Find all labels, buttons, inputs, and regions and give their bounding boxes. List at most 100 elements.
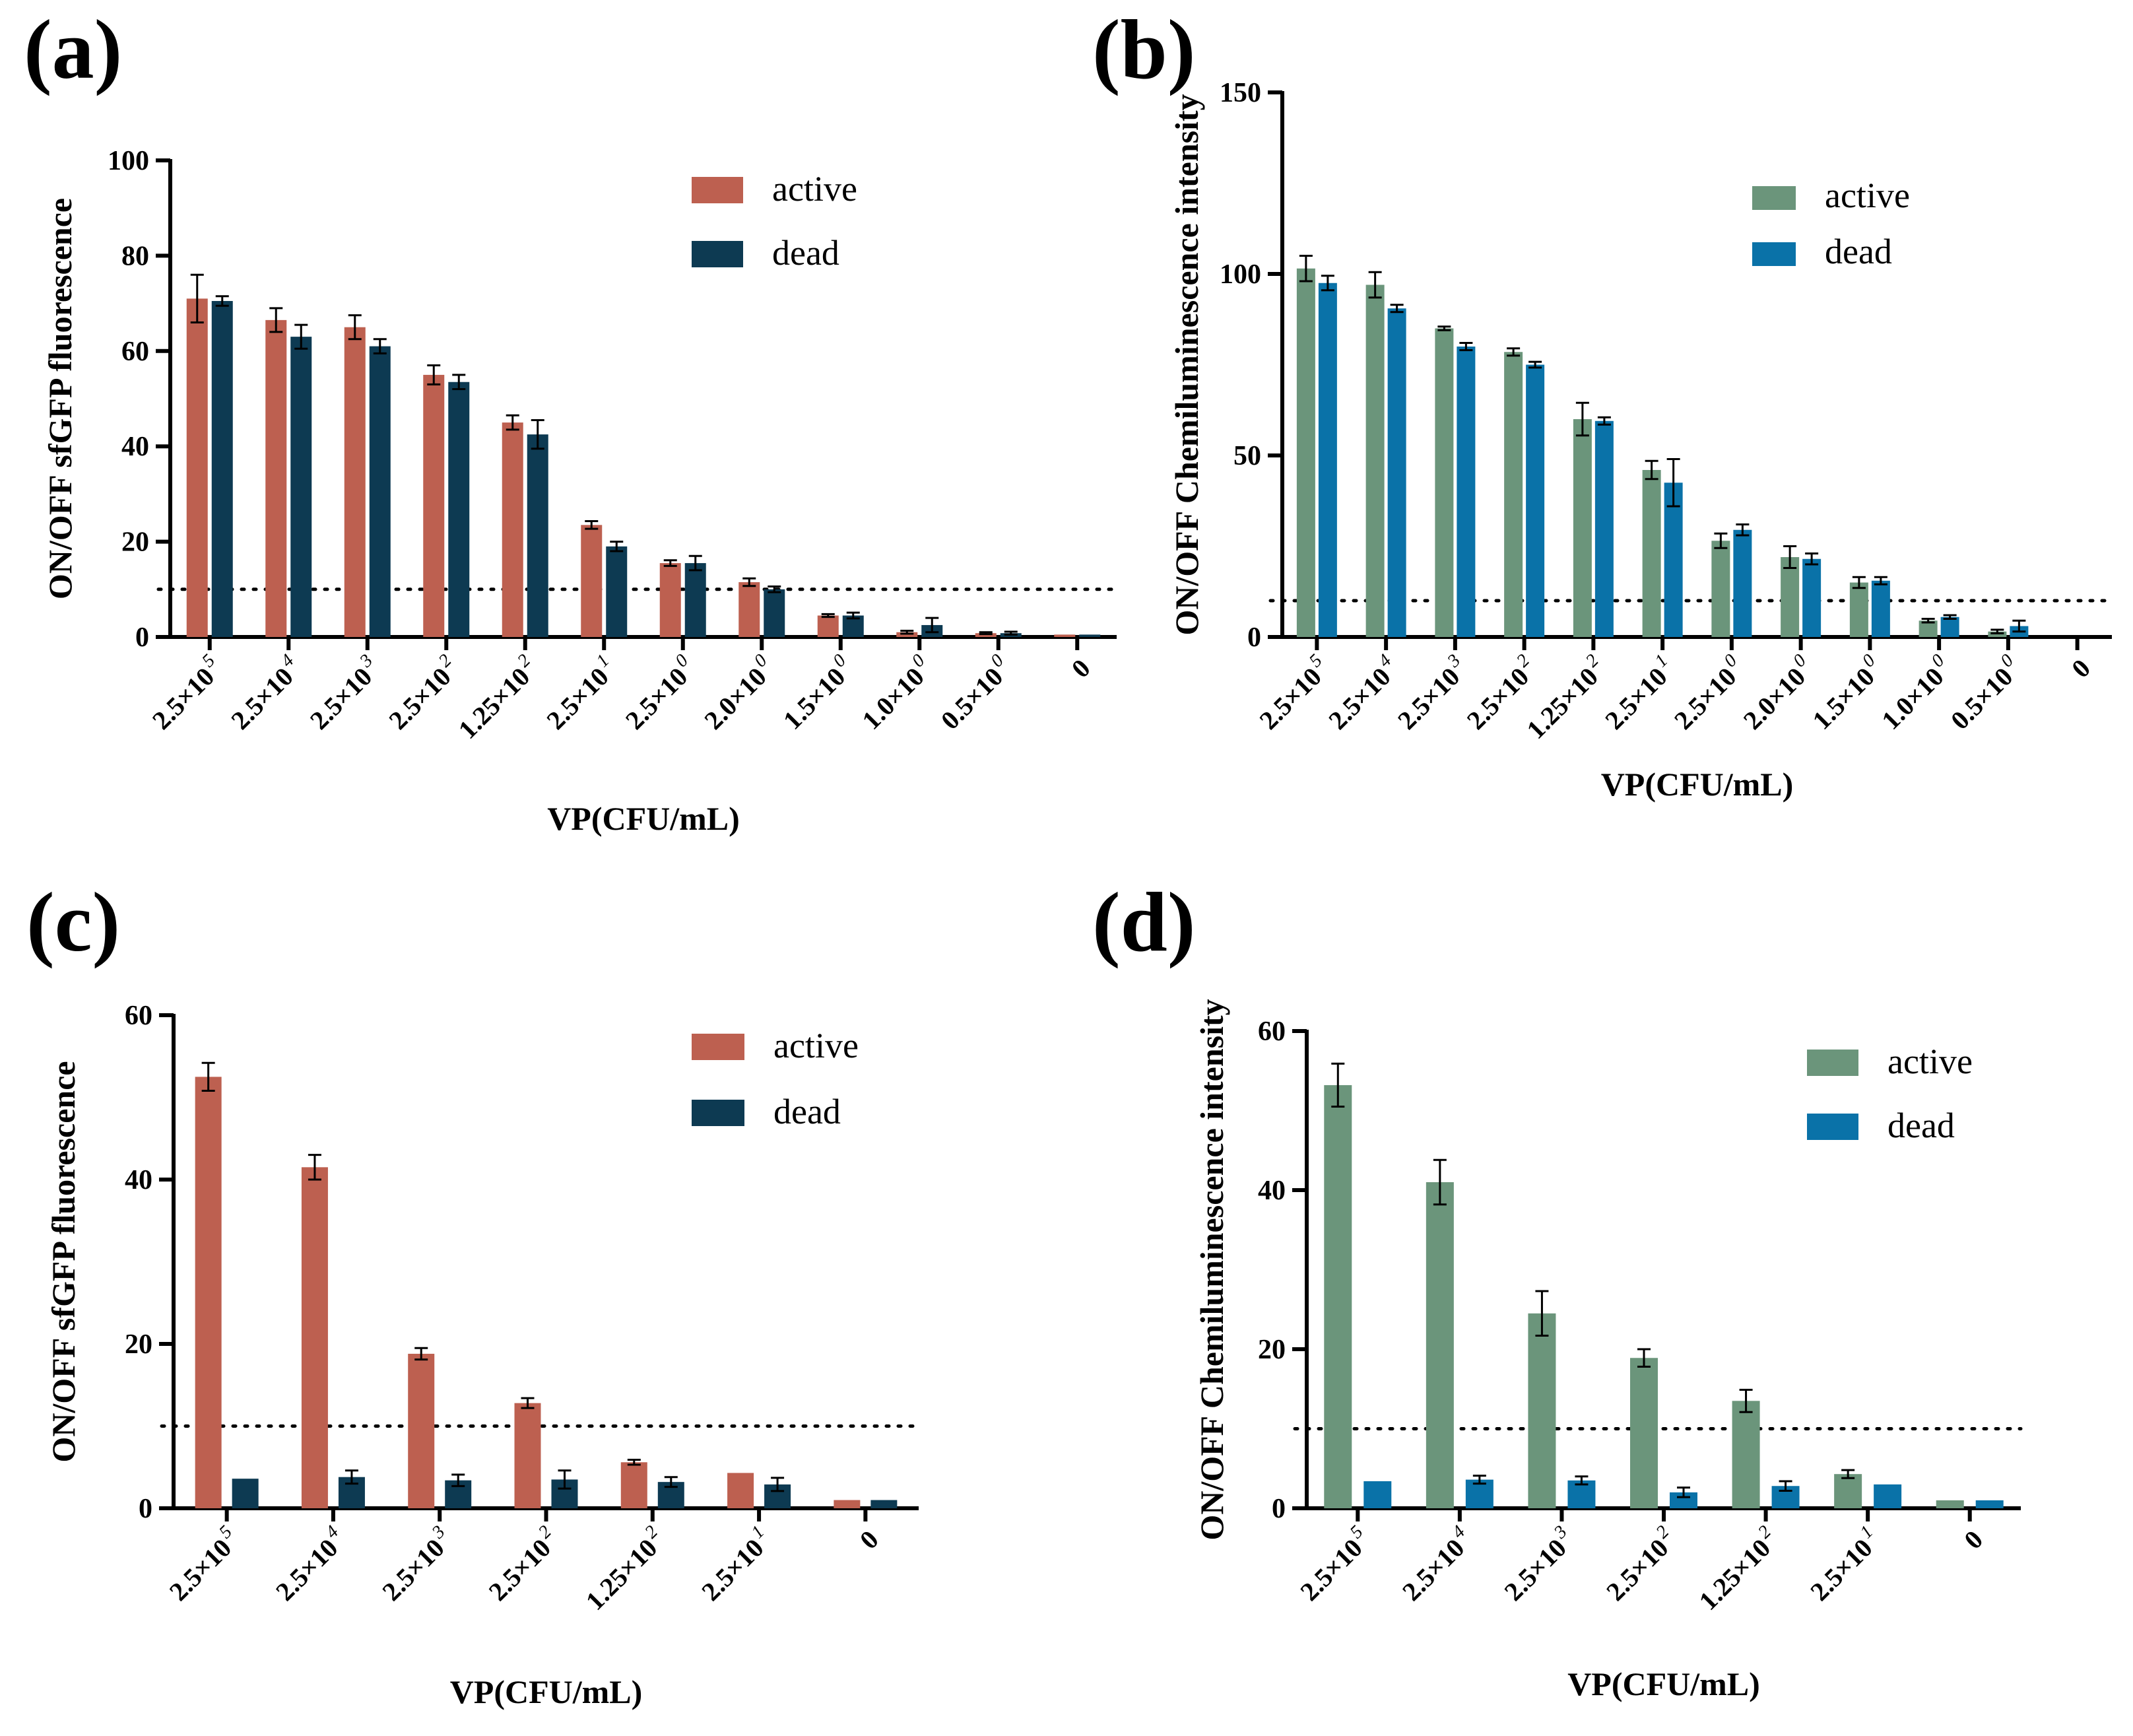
legend-label-dead: dead: [1887, 1106, 1955, 1145]
bar-active-1: [1426, 1182, 1454, 1508]
legend-label-active: active: [1825, 176, 1910, 215]
legend-label-active: active: [773, 1026, 859, 1065]
x-tick-label: 1.25×102: [1690, 1521, 1785, 1616]
legend-swatch-active: [692, 1034, 744, 1060]
bar-dead-5: [1664, 483, 1683, 637]
bar-active-6: [834, 1500, 861, 1508]
x-tick-label: 2.5×100: [1666, 650, 1751, 735]
bar-active-7: [1781, 557, 1800, 637]
bar-active-3: [1630, 1358, 1658, 1508]
y-tick-label: 40: [125, 1165, 152, 1195]
x-tick-label: 1.25×102: [449, 650, 544, 745]
y-tick-label: 150: [1220, 78, 1261, 108]
x-tick-label: 2.5×104: [222, 650, 308, 735]
bar-active-6: [659, 563, 681, 637]
y-tick-label: 100: [108, 146, 149, 176]
x-axis-title: VP(CFU/mL): [547, 800, 740, 837]
x-tick-label: 0: [1066, 653, 1096, 684]
legend-swatch-dead: [1807, 1114, 1858, 1140]
panel-label: (a): [24, 3, 122, 96]
x-tick-label: 2.5×104: [1320, 650, 1405, 735]
bar-active-8: [1849, 582, 1868, 637]
y-tick-label: 0: [135, 622, 149, 653]
bar-dead-2: [369, 346, 391, 637]
x-tick-label: 1.0×100: [1873, 650, 1958, 735]
bar-dead-4: [1594, 420, 1614, 637]
y-tick-label: 80: [121, 241, 149, 271]
legend-swatch-dead: [692, 1100, 744, 1126]
x-tick-label: 2.5×105: [1251, 650, 1336, 735]
bar-active-2: [1435, 328, 1454, 637]
x-axis-title: VP(CFU/mL): [450, 1673, 643, 1710]
bar-active-5: [727, 1473, 754, 1508]
y-tick-label: 60: [125, 1001, 152, 1031]
y-tick-label: 0: [139, 1494, 152, 1524]
y-axis-title: ON/OFF Chemiluminescence intensity: [1168, 94, 1205, 635]
y-axis-title: ON/OFF sfGFP fluorescence: [45, 1061, 82, 1462]
x-tick-label: 1.25×102: [577, 1521, 671, 1616]
y-tick-label: 20: [121, 527, 149, 558]
legend: active dead: [1807, 1042, 1973, 1145]
x-tick-label: 2.5×101: [1596, 650, 1682, 735]
bar-active-0: [1296, 268, 1315, 637]
x-tick-label: 0.5×100: [1942, 650, 2027, 735]
x-tick-label: 2.5×100: [617, 650, 702, 735]
bar-dead-4: [527, 434, 548, 637]
x-tick-label: 1.0×100: [853, 650, 938, 735]
x-tick-label: 2.0×100: [1734, 650, 1820, 735]
bar-dead-3: [448, 382, 470, 637]
bar-dead-0: [211, 300, 233, 637]
bar-dead-0: [1363, 1481, 1392, 1508]
legend-label-active: active: [1887, 1042, 1973, 1081]
bar-active-1: [1365, 284, 1385, 637]
x-tick-label: 2.5×103: [374, 1521, 459, 1607]
legend-swatch-active: [1752, 186, 1796, 210]
x-tick-label: 2.5×105: [160, 1521, 246, 1607]
bar-active-8: [817, 615, 839, 637]
bar-active-1: [301, 1167, 328, 1508]
bar-active-6: [1936, 1500, 1964, 1508]
bar-dead-2: [1457, 347, 1476, 637]
bar-dead-9: [1940, 617, 1959, 637]
x-tick-label: 2.5×103: [1495, 1521, 1581, 1607]
bar-dead-5: [1874, 1484, 1902, 1508]
legend-swatch-active: [1807, 1050, 1858, 1076]
bar-dead-5: [606, 546, 628, 637]
bar-dead-1: [1387, 308, 1406, 637]
x-tick-label: 2.5×102: [480, 1521, 565, 1607]
y-tick-label: 40: [121, 432, 149, 462]
bar-dead-0: [1318, 283, 1337, 637]
x-tick-label: 2.5×102: [380, 650, 465, 735]
bar-dead-6: [1975, 1500, 2004, 1508]
panel-label: (d): [1092, 875, 1195, 969]
bar-dead-6: [1733, 529, 1752, 637]
bar-dead-6: [684, 563, 706, 637]
legend-label-dead: dead: [772, 233, 839, 273]
bar-dead-6: [870, 1500, 898, 1508]
bar-dead-1: [290, 337, 312, 637]
chart-panel-a: (a)0204060801002.5×1052.5×1042.5×1032.5×…: [24, 3, 1119, 837]
bar-active-4: [1573, 419, 1592, 637]
bar-active-5: [1834, 1474, 1862, 1508]
bar-dead-7: [1802, 558, 1821, 637]
y-tick-label: 0: [1272, 1494, 1286, 1524]
y-tick-label: 100: [1220, 259, 1261, 290]
legend-label-active: active: [772, 169, 857, 209]
legend-label-dead: dead: [1825, 232, 1892, 271]
chart-panel-b: (b)0501001502.5×1052.5×1042.5×1032.5×102…: [1092, 3, 2114, 803]
legend-swatch-active: [692, 177, 743, 203]
y-tick-label: 40: [1258, 1176, 1286, 1206]
x-tick-label: 1.5×100: [775, 650, 860, 735]
bar-dead-8: [1871, 580, 1890, 637]
y-axis-title: ON/OFF sfGFP fluorescence: [42, 198, 79, 599]
x-tick-label: 2.5×104: [267, 1521, 352, 1607]
y-tick-label: 0: [1247, 622, 1261, 653]
bar-active-11: [1054, 634, 1076, 637]
legend: active dead: [1752, 176, 1910, 271]
panel-label: (b): [1092, 3, 1195, 96]
bar-active-3: [514, 1403, 541, 1508]
bar-dead-7: [764, 589, 785, 637]
bar-active-0: [186, 298, 208, 637]
